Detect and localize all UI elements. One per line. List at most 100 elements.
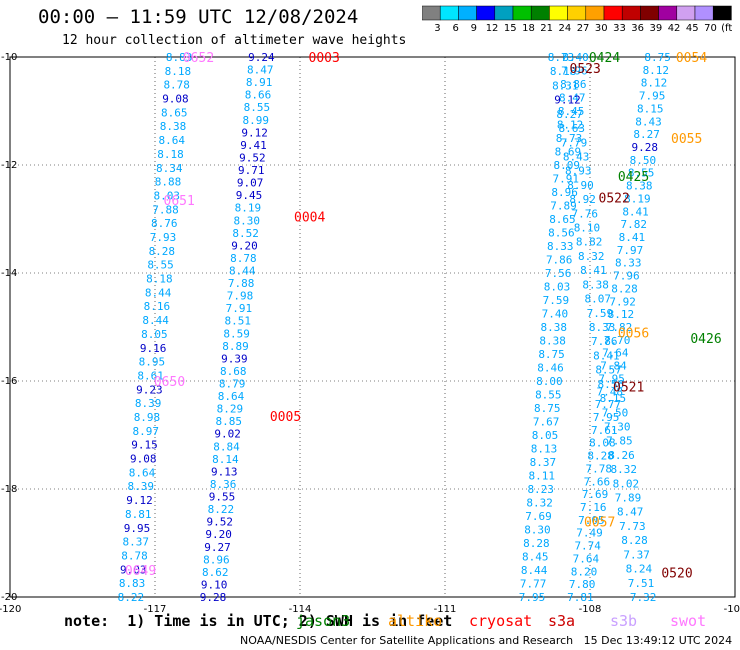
wave-height-value: 8.00 — [536, 375, 563, 388]
x-tick-label: -120 — [0, 604, 21, 612]
credit-line: NOAA/NESDIS Center for Satellite Applica… — [240, 634, 733, 647]
wave-height-value: 8.10 — [574, 222, 601, 235]
wave-height-value: 7.50 — [602, 406, 629, 419]
wave-height-value: 8.38 — [626, 180, 653, 193]
wave-height-value: 8.24 — [626, 563, 653, 576]
wave-height-value: 8.15 — [600, 392, 627, 405]
wave-height-value: 8.33 — [589, 321, 616, 334]
wave-height-value: 7.88 — [152, 203, 179, 216]
wave-height-value: 8.28 — [621, 534, 648, 547]
wave-height-value: 8.55 — [628, 167, 655, 180]
wave-height-value: 7.92 — [609, 295, 636, 308]
wave-height-value: 7.77 — [595, 398, 622, 411]
wave-height-value: 9.12 — [554, 94, 581, 107]
wave-height-value: 8.30 — [233, 214, 260, 227]
wave-height-value: 8.22 — [208, 503, 235, 516]
x-tick-label: -105 — [724, 604, 740, 612]
wave-height-value: 7.37 — [623, 548, 650, 561]
wave-height-value: 8.81 — [125, 508, 152, 521]
wave-height-value: 7.78 — [585, 462, 612, 475]
wave-height-value: 7.98 — [227, 290, 254, 303]
track-time-label: 0521 — [613, 380, 644, 395]
wave-height-value: 8.05 — [532, 429, 559, 442]
wave-height-value: 8.32 — [526, 497, 553, 510]
wave-height-value: 8.57 — [595, 364, 622, 377]
x-tick-label: -108 — [579, 604, 602, 612]
track-time-label: 0054 — [676, 51, 707, 66]
wave-height-value: 9.28 — [632, 141, 659, 154]
wave-height-value: 8.28 — [611, 282, 638, 295]
wave-height-value: 8.51 — [224, 315, 251, 328]
wave-height-value: 8.97 — [132, 425, 159, 438]
wave-height-value: 8.27 — [633, 128, 660, 141]
wave-height-value: 8.36 — [210, 478, 237, 491]
wave-height-value: 8.28 — [149, 245, 176, 258]
wave-height-value: 8.65 — [161, 106, 188, 119]
wave-height-value: 8.39 — [135, 397, 162, 410]
wave-height-value: 8.75 — [534, 402, 561, 415]
wave-height-value: 8.32 — [610, 463, 637, 476]
colorbar-label: 30 — [595, 23, 608, 34]
wave-height-value: 8.14 — [212, 453, 239, 466]
wave-height-plot: -120 -117 -114 -111 -108 -105 -10 -12 -14 -16 -18 -… — [0, 51, 740, 612]
wave-height-value: 7.66 — [584, 475, 611, 488]
wave-height-value: 8.88 — [155, 176, 182, 189]
satellite-legend-swot: swot — [670, 612, 707, 630]
colorbar-label: 9 — [471, 23, 477, 34]
wave-height-value: 8.32 — [578, 250, 605, 263]
wave-height-value: 8.09 — [554, 159, 581, 172]
wave-height-value: 8.98 — [134, 411, 161, 424]
colorbar-label: 70 — [704, 23, 717, 34]
wave-height-value: 9.20 — [205, 528, 232, 541]
colorbar-label: 21 — [540, 23, 553, 34]
wave-height-value: 8.03 — [544, 281, 571, 294]
wave-height-value: 8.05 — [141, 328, 168, 341]
wave-height-value: 9.55 — [209, 491, 236, 504]
wave-height-value: 9.12 — [126, 494, 153, 507]
wave-height-value: 8.11 — [529, 470, 556, 483]
wave-height-value: 7.74 — [574, 540, 601, 553]
wave-height-value: 8.41 — [593, 349, 620, 362]
track-time-label: 0425 — [618, 170, 649, 185]
colorbar-label: 12 — [486, 23, 499, 34]
wave-height-value: 7.88 — [228, 277, 255, 290]
wave-height-value: 7.82 — [606, 321, 633, 334]
colorbar-label: 15 — [504, 23, 517, 34]
x-tick-label: -117 — [144, 604, 167, 612]
track-time-label: 0520 — [661, 567, 692, 582]
wave-height-value: 7.30 — [604, 420, 631, 433]
wave-height-value: 8.46 — [537, 362, 564, 375]
wave-height-value: 8.29 — [217, 403, 244, 416]
wave-height-value: 7.32 — [630, 591, 657, 604]
wave-height-value: 8.47 — [617, 506, 644, 519]
track-time-label: 0651 — [164, 194, 195, 209]
wave-height-value: 8.34 — [156, 162, 183, 175]
wave-height-value: 7.64 — [573, 552, 600, 565]
wave-height-value: 8.02 — [613, 477, 640, 490]
plot-frame — [9, 56, 736, 598]
wave-height-value: 8.12 — [557, 119, 584, 132]
track-time-label: 0005 — [270, 410, 301, 425]
colorbar-label: 3 — [434, 23, 440, 34]
track-time-label: 0426 — [690, 332, 721, 347]
wave-height-value: 8.52 — [232, 227, 259, 240]
wave-height-value: 7.81 — [567, 591, 594, 604]
wave-height-value: 8.19 — [624, 192, 651, 205]
wave-height-value: 8.45 — [558, 105, 585, 118]
colorbar-label: 33 — [613, 23, 626, 34]
wave-height-value: 9.71 — [238, 164, 265, 177]
wave-height-value: 8.18 — [157, 148, 184, 161]
wave-height-value: 8.03 — [154, 189, 181, 202]
wave-height-value: 8.38 — [582, 278, 609, 291]
wave-height-value: 9.12 — [241, 126, 268, 139]
wave-height-value: 8.23 — [527, 483, 554, 496]
track-time-label: 0424 — [589, 51, 620, 66]
colorbar-label: 18 — [522, 23, 535, 34]
wave-height-value: 7.84 — [600, 360, 627, 373]
wave-height-value: 8.45 — [522, 551, 549, 564]
wave-height-value: 8.39 — [127, 480, 154, 493]
wave-height-value: 7.96 — [561, 65, 588, 78]
wave-height-value: 7.82 — [620, 218, 647, 231]
wave-height-value: 8.44 — [142, 314, 169, 327]
